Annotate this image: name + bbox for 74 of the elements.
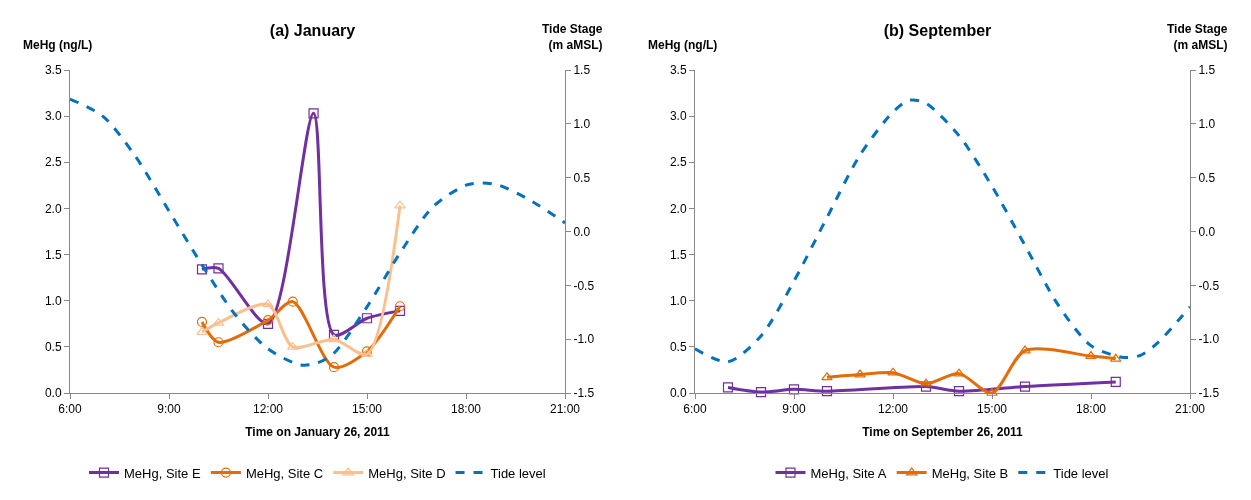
x-tick-label: 21:00 [1174, 402, 1206, 417]
x-tick-label: 12:00 [877, 402, 909, 417]
point [394, 200, 406, 209]
x-axis-title: Time on January 26, 2011 [245, 425, 391, 440]
point [213, 263, 224, 274]
y2-tick-label: -0.5 [573, 278, 595, 293]
y2-tick-label: 0.0 [1198, 224, 1216, 239]
y2-tick-label: 1.5 [1198, 63, 1216, 78]
point [394, 305, 406, 316]
line-series [695, 98, 1190, 364]
y-tick-label: 3.5 [669, 63, 687, 78]
point [262, 299, 274, 308]
point [361, 313, 373, 324]
y2-tick-label: 0.5 [1198, 170, 1216, 185]
y2-tick-label: 0.5 [573, 170, 591, 185]
x-tick-label: 6:00 [683, 402, 707, 417]
x-tick-label: 15:00 [976, 402, 1008, 417]
y-tick-label: 0.5 [669, 340, 687, 355]
y-tick-label: 0.0 [44, 386, 62, 401]
chart-title: (b) September [883, 22, 992, 40]
x-tick-label: 21:00 [549, 402, 581, 417]
y-tick-label: 1.0 [44, 293, 62, 308]
point [328, 334, 340, 343]
legend-label: MeHg, Site C [245, 465, 324, 481]
y2-tick-label: 1.0 [1198, 117, 1216, 132]
point [196, 316, 208, 328]
point [287, 296, 298, 307]
y-axis-title: MeHg (ng/L) [648, 38, 718, 52]
chart-title: (a) January [269, 22, 356, 40]
y-tick-label: 3.0 [669, 109, 687, 124]
x-tick-label: 18:00 [450, 402, 482, 417]
point [308, 108, 319, 119]
y2-tick-label: -0.5 [1198, 278, 1220, 293]
legend-label: MeHg, Site D [368, 465, 446, 481]
x-tick-label: 18:00 [1075, 402, 1107, 417]
legend-label: MeHg, Site E [124, 465, 201, 481]
line-series [70, 97, 565, 367]
y-tick-label: 3.0 [44, 109, 62, 124]
y-tick-label: 3.5 [44, 63, 62, 78]
y2-tick-label: 0.0 [573, 224, 591, 239]
y2-tick-label: -1.0 [573, 332, 595, 347]
x-tick-label: 15:00 [351, 402, 383, 417]
x-tick-label: 12:00 [252, 402, 284, 417]
point [196, 264, 208, 275]
y-tick-label: 2.0 [44, 201, 62, 216]
legend-label: MeHg, Site B [931, 465, 1009, 481]
x-tick-label: 9:00 [782, 402, 806, 417]
point [196, 326, 208, 335]
point [394, 301, 406, 312]
y-tick-label: 0.5 [44, 340, 62, 355]
y2-tick-label: 1.0 [573, 117, 591, 132]
y-tick-label: 1.0 [669, 293, 687, 308]
y-tick-label: 1.5 [44, 247, 62, 262]
x-axis-title: Time on September 26, 2011 [862, 425, 1024, 440]
point [213, 337, 224, 348]
y-tick-label: 2.5 [44, 155, 62, 170]
y-axis-title: MeHg (ng/L) [23, 38, 93, 52]
y-tick-label: 0.0 [669, 386, 687, 401]
point [328, 362, 340, 373]
x-tick-label: 9:00 [157, 402, 181, 417]
y-tick-label: 1.5 [669, 247, 687, 262]
legend-label: Tide level [490, 465, 546, 481]
legend-label: MeHg, Site A [810, 465, 887, 481]
legend-label: Tide level [1053, 465, 1109, 481]
point [262, 314, 274, 326]
y2-tick-label: -1.5 [1198, 386, 1220, 401]
y-tick-label: 2.5 [669, 155, 687, 170]
y2-axis-title: Tide Stage (m aMSL) [542, 22, 603, 52]
y2-tick-label: -1.0 [1198, 332, 1220, 347]
x-tick-label: 6:00 [58, 402, 82, 417]
y2-tick-label: -1.5 [573, 386, 595, 401]
y2-tick-label: 1.5 [573, 63, 591, 78]
y2-axis-title: Tide Stage (m aMSL) [1167, 22, 1228, 52]
y-tick-label: 2.0 [669, 201, 687, 216]
